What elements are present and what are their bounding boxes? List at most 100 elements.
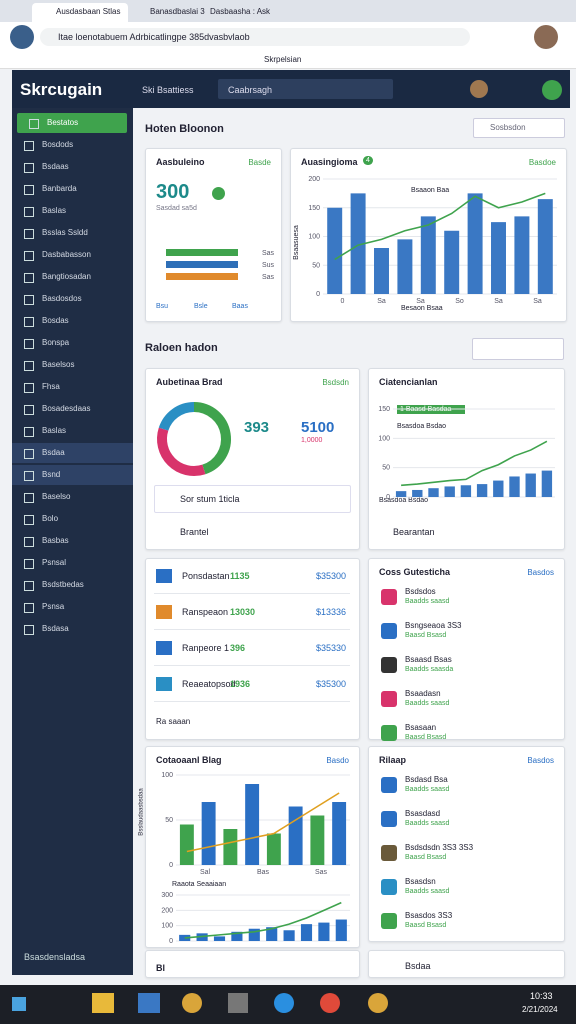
profile-icon[interactable] (10, 25, 34, 49)
nav-label[interactable]: Bsnd (42, 470, 61, 479)
start-button[interactable] (12, 997, 26, 1011)
nav-label[interactable]: Bangtiosadan (42, 272, 91, 281)
logo[interactable]: Skrcugain (20, 80, 103, 99)
card-footer[interactable]: Brantel (180, 527, 209, 537)
nav-label[interactable]: Banbarda (42, 184, 77, 193)
avatar[interactable] (534, 25, 558, 49)
search-placeholder[interactable]: Sosbsdon (490, 123, 526, 132)
nav-label[interactable]: Basbas (42, 536, 69, 545)
app-icon[interactable] (320, 993, 340, 1013)
nav-label[interactable]: Psnsa (42, 602, 65, 611)
search-box[interactable] (473, 118, 565, 138)
nav-item[interactable]: Psnsa (12, 597, 133, 617)
item-title[interactable]: Bsaadasn (405, 689, 441, 698)
nav-item[interactable]: Bosdas (12, 311, 133, 331)
nav-item[interactable]: Bsdasa (12, 619, 133, 639)
nav-item[interactable]: Bsnd (12, 465, 133, 485)
nav-label[interactable]: Bosdas (42, 316, 69, 325)
card-link[interactable]: Bsdsdn (322, 378, 349, 387)
action-button[interactable] (542, 80, 562, 100)
card-footer[interactable]: Ra saaan (156, 717, 191, 726)
row-text[interactable]: Sor stum 1ticla (180, 494, 240, 504)
card-link[interactable]: Basdos (527, 568, 554, 577)
nav-item[interactable]: Bangtiosadan (12, 267, 133, 287)
nav-label[interactable]: Dasbabasson (42, 250, 91, 259)
item-title[interactable]: Bsasdsn (405, 877, 436, 886)
item-title[interactable]: Bsngseaoa 3S3 (405, 621, 462, 630)
tab-title[interactable]: Ausdasbaan Stlas (56, 7, 121, 16)
card-link[interactable]: Basdoe (528, 158, 556, 167)
nav-item[interactable]: Fhsa (12, 377, 133, 397)
nav-item[interactable]: Dasbabasson (12, 245, 133, 265)
sidebar-footer[interactable]: Bsasdensladsa (24, 952, 86, 962)
nav-item[interactable]: Bestatos (17, 113, 127, 133)
nav-item[interactable]: Baslas (12, 201, 133, 221)
card-link[interactable]: Basdos (527, 756, 554, 765)
item-title[interactable]: Bsaasd Bsas (405, 655, 452, 664)
nav-item[interactable]: Baslas (12, 421, 133, 441)
tab-title[interactable]: Dasbaasha : Ask (210, 7, 271, 16)
item-title[interactable]: Bsdasd Bsa (405, 775, 448, 784)
nav-label[interactable]: Bestatos (47, 118, 79, 127)
nav-label[interactable]: Bsdasa (42, 624, 69, 633)
item-title[interactable]: Bsasdos 3S3 (405, 911, 453, 920)
nav-label[interactable]: Baslas (42, 206, 67, 215)
card-footer[interactable]: Bearantan (393, 527, 435, 537)
nav-label[interactable]: Bsslas Ssldd (42, 228, 88, 237)
nav-label[interactable]: Fhsa (42, 382, 60, 391)
nav-item[interactable]: Bsdstbedas (12, 575, 133, 595)
nav-label[interactable]: Basdosdos (42, 294, 82, 303)
clock-time[interactable]: 10:33 (530, 991, 553, 1001)
app-icon[interactable] (368, 993, 388, 1013)
nav-label[interactable]: Bonspa (42, 338, 70, 347)
clock-date[interactable]: 2/21/2024 (522, 1005, 558, 1014)
nav-item[interactable]: Basbas (12, 531, 133, 551)
nav-item[interactable]: Baselsos (12, 355, 133, 375)
app-icon[interactable] (92, 993, 114, 1013)
app-icon[interactable] (138, 993, 160, 1013)
nav-item[interactable]: Baselso (12, 487, 133, 507)
nav-label[interactable]: Bolo (42, 514, 59, 523)
nav-item[interactable]: Bonspa (12, 333, 133, 353)
nav-label[interactable]: Bosadesdaas (42, 404, 91, 413)
nav-item[interactable]: Bosadesdaas (12, 399, 133, 419)
nav-item[interactable]: Basdosdos (12, 289, 133, 309)
address-bar[interactable] (40, 28, 470, 46)
dropdown[interactable] (218, 79, 393, 99)
nav-label[interactable]: Baselsos (42, 360, 75, 369)
row-box[interactable] (154, 485, 351, 513)
tab[interactable] (32, 3, 128, 22)
nav-item[interactable]: Bosdods (12, 135, 133, 155)
nav-link[interactable]: Ski Bsattiess (142, 85, 194, 95)
nav-label[interactable]: Bosdods (42, 140, 74, 149)
nav-item[interactable]: Bolo (12, 509, 133, 529)
item-title[interactable]: Bsdsdos (405, 587, 436, 596)
url[interactable]: Itae loenotabuem Adrbicatlingpe 385dvasb… (58, 32, 250, 42)
item-title[interactable]: Bsdsdsdn 3S3 3S3 (405, 843, 474, 852)
nav-label[interactable]: Baslas (42, 426, 67, 435)
card-link[interactable]: Basdo (326, 756, 349, 765)
toolbar-buttons[interactable] (472, 338, 564, 360)
app-icon[interactable] (274, 993, 294, 1013)
item-title[interactable]: Bsasdasd (405, 809, 441, 818)
nav-label[interactable]: Psnsal (42, 558, 67, 567)
nav-label[interactable]: Bsdaa (42, 448, 65, 457)
tab-title[interactable]: Banasdbaslai 3 (150, 7, 205, 16)
nav-label[interactable]: Bsdstbedas (42, 580, 84, 589)
nav-label[interactable]: Bsdaas (42, 162, 69, 171)
nav-label[interactable]: Baselso (42, 492, 71, 501)
section-title: Raloen hadon (145, 342, 218, 354)
card-title: Aubetinaa Brad (156, 377, 223, 387)
user-avatar[interactable] (470, 80, 488, 98)
nav-item[interactable]: Psnsal (12, 553, 133, 573)
dropdown-label[interactable]: Caabrsagh (228, 85, 273, 95)
app-icon[interactable] (228, 993, 248, 1013)
nav-item[interactable]: Bsdaas (12, 157, 133, 177)
nav-item[interactable]: Banbarda (12, 179, 133, 199)
card-link[interactable]: Basde (248, 158, 271, 167)
item-title[interactable]: Bsasaan (405, 723, 437, 732)
app-icon[interactable] (182, 993, 202, 1013)
bookmark[interactable]: Skrpelsian (264, 55, 302, 64)
nav-item[interactable]: Bsslas Ssldd (12, 223, 133, 243)
nav-item[interactable]: Bsdaa (12, 443, 133, 463)
